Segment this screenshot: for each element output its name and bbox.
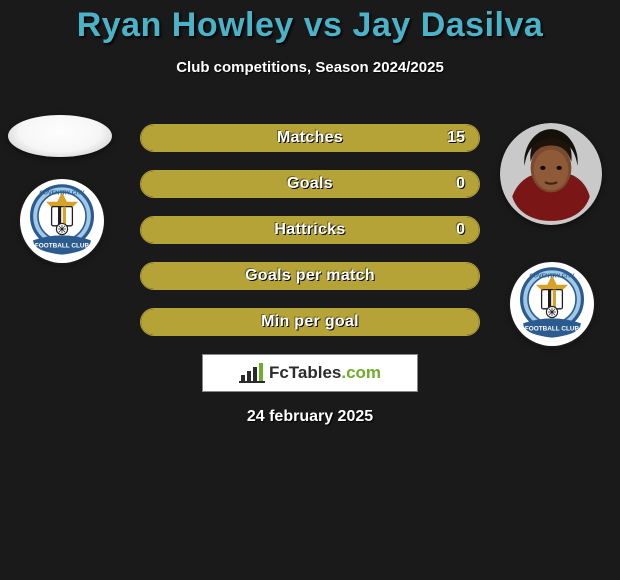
- svg-text:FOOTBALL CLUB: FOOTBALL CLUB: [35, 242, 90, 249]
- bar-label: Matches: [141, 125, 479, 151]
- bar-goals-per-match: Goals per match: [140, 262, 480, 290]
- player2-portrait-icon: [500, 123, 602, 225]
- bar-matches: Matches 15: [140, 124, 480, 152]
- svg-text:FOOTBALL CLUB: FOOTBALL CLUB: [525, 325, 580, 332]
- logo-brand: FcTables: [269, 363, 341, 382]
- logo-suffix: .com: [341, 363, 381, 382]
- club-crest-icon: FOOTBALL CLUB COVENTRY CITY: [512, 264, 592, 344]
- page-title: Ryan Howley vs Jay Dasilva: [0, 0, 620, 45]
- player1-avatar: [8, 115, 112, 157]
- infographic-root: Ryan Howley vs Jay Dasilva Club competit…: [0, 0, 620, 580]
- bar-min-per-goal: Min per goal: [140, 308, 480, 336]
- bar-chart-icon: [239, 363, 265, 383]
- bar-label: Hattricks: [141, 217, 479, 243]
- bar-hattricks: Hattricks 0: [140, 216, 480, 244]
- bar-goals: Goals 0: [140, 170, 480, 198]
- bar-value: 0: [456, 217, 465, 243]
- bar-value: 0: [456, 171, 465, 197]
- player2-club-badge: FOOTBALL CLUB COVENTRY CITY: [510, 262, 594, 346]
- logo-text: FcTables.com: [269, 363, 381, 383]
- bar-label: Min per goal: [141, 309, 479, 335]
- club-crest-icon: FOOTBALL CLUB COVENTRY CITY: [22, 181, 102, 261]
- bar-value: 15: [447, 125, 465, 151]
- svg-text:COVENTRY CITY: COVENTRY CITY: [529, 274, 574, 280]
- bar-label: Goals: [141, 171, 479, 197]
- date-line: 24 february 2025: [0, 408, 620, 426]
- svg-text:COVENTRY CITY: COVENTRY CITY: [39, 191, 84, 197]
- source-logo: FcTables.com: [202, 354, 418, 392]
- stat-bars: Matches 15 Goals 0 Hattricks 0 Goals per…: [140, 124, 480, 354]
- subtitle: Club competitions, Season 2024/2025: [0, 59, 620, 76]
- player1-club-badge: FOOTBALL CLUB COVENTRY CITY: [20, 179, 104, 263]
- player2-avatar: [500, 123, 602, 225]
- bar-label: Goals per match: [141, 263, 479, 289]
